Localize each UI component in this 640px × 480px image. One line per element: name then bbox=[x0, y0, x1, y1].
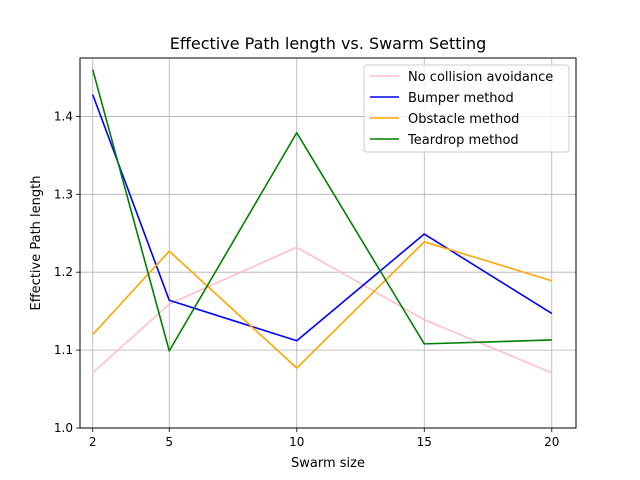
x-tick-label: 20 bbox=[544, 435, 559, 449]
x-tick-label: 2 bbox=[89, 435, 97, 449]
series-line-no-collision-avoidance bbox=[92, 246, 553, 374]
x-tick-label: 15 bbox=[417, 435, 432, 449]
chart-title: Effective Path length vs. Swarm Setting bbox=[170, 34, 487, 53]
y-tick-label: 1.0 bbox=[54, 421, 73, 435]
axis-ticks: 2 5 10 15 20 1.0 1.1 1.2 1.3 1.4 bbox=[54, 109, 560, 449]
legend-label-teardrop-method: Teardrop method bbox=[407, 133, 519, 148]
series-lines bbox=[91, 69, 553, 374]
y-tick-label: 1.3 bbox=[54, 187, 73, 201]
y-tick-label: 1.4 bbox=[54, 109, 73, 123]
y-tick-label: 1.2 bbox=[54, 265, 73, 279]
legend-label-bumper-method: Bumper method bbox=[408, 91, 514, 106]
legend-label-no-collision-avoidance: No collision avoidance bbox=[408, 70, 553, 85]
legend-label-obstacle-method: Obstacle method bbox=[408, 112, 519, 127]
y-axis-label: Effective Path length bbox=[29, 176, 44, 311]
series-line-obstacle-method bbox=[92, 241, 553, 369]
legend-box bbox=[363, 64, 570, 153]
x-axis-label: Swarm size bbox=[291, 456, 365, 471]
legend: No collision avoidance Bumper method Obsta… bbox=[363, 64, 570, 153]
series-line-teardrop-method bbox=[91, 69, 552, 352]
x-tick-label: 10 bbox=[289, 435, 304, 449]
x-tick-label: 5 bbox=[165, 435, 173, 449]
y-tick-label: 1.1 bbox=[54, 343, 73, 357]
series-line-bumper-method bbox=[92, 94, 553, 342]
plot-frame bbox=[79, 57, 577, 429]
